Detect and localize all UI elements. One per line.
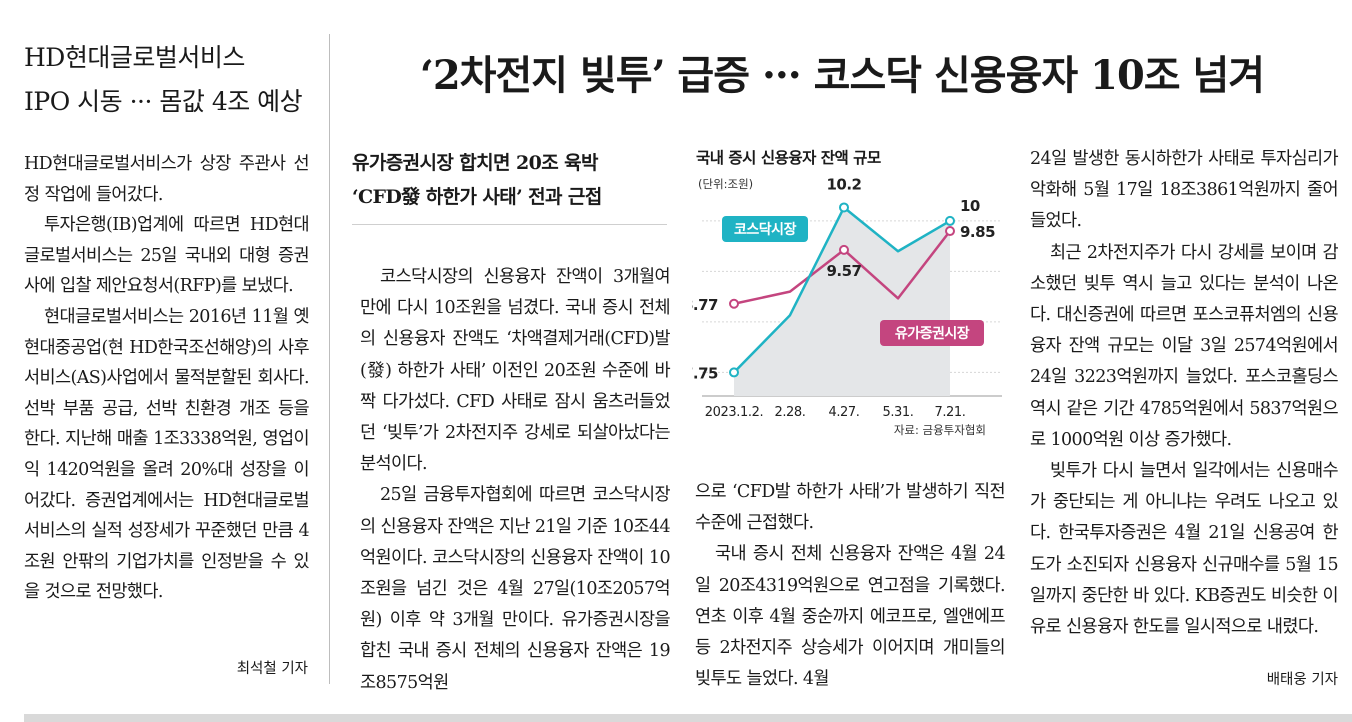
data-point-kospi-0 bbox=[729, 298, 739, 309]
subheadline-line-2: ‘CFD發 하한가 사태’ 전과 근접 bbox=[352, 186, 602, 208]
chart-unit: (단위:조원) bbox=[698, 177, 754, 191]
sidebar-headline-line-1: HD현대글로벌서비스 bbox=[24, 43, 245, 72]
x-tick-label-4: 7.21. bbox=[934, 405, 965, 420]
point-label-kosdaq-2: 10.2 bbox=[826, 175, 861, 193]
page-bottom-band bbox=[24, 714, 1352, 722]
article-column-1: 코스닥시장의 신용융자 잔액이 3개월여 만에 다시 10조원을 넘겼다. 국내… bbox=[360, 262, 671, 699]
sidebar-byline: 최석철 기자 bbox=[236, 661, 308, 677]
article-column-2: 으로 ‘CFD발 하한가 사태’가 발생하기 직전 수준에 근접했다. 국내 증… bbox=[695, 477, 1006, 695]
series-badge-kospi bbox=[880, 320, 984, 346]
subheadline-line-1: 유가증권시장 합치면 20조 육박 bbox=[352, 152, 598, 174]
x-tick-label-3: 5.31. bbox=[882, 405, 913, 420]
article-byline: 배태웅 기자 bbox=[1266, 672, 1338, 688]
sidebar-paragraph-2: 투자은행(IB)업계에 따르면 HD현대글로벌서비스는 25일 국내외 대형 증… bbox=[24, 215, 310, 297]
data-point-kosdaq-2 bbox=[839, 202, 849, 213]
chart-title: 국내 증시 신용융자 잔액 규모 bbox=[696, 149, 881, 167]
x-tick-label-2: 4.27. bbox=[828, 405, 859, 420]
x-tick-label-0: 2023.1.2. bbox=[705, 405, 763, 420]
credit-loan-chart: 국내 증시 신용융자 잔액 규모 (단위:조원) 7.75 10.2 10 8.77 9… bbox=[692, 144, 1010, 449]
series-badge-label-kosdaq: 코스닥시장 bbox=[734, 221, 797, 238]
article-paragraph-1: 코스닥시장의 신용융자 잔액이 3개월여 만에 다시 10조원을 넘겼다. 국내… bbox=[360, 267, 671, 475]
data-point-kospi-4 bbox=[945, 226, 955, 237]
sidebar-article-body: HD현대글로벌서비스가 상장 주관사 선정 작업에 들어갔다. 투자은행(IB)… bbox=[24, 149, 310, 608]
article-paragraph-4: 국내 증시 전체 신용융자 잔액은 4월 24일 20조4319억원으로 연고점… bbox=[695, 544, 1006, 690]
subheadline: 유가증권시장 합치면 20조 육박 ‘CFD發 하한가 사태’ 전과 근접 bbox=[352, 146, 672, 225]
point-label-kospi-2: 9.57 bbox=[826, 262, 861, 280]
article-byline-wrap: 배태웅 기자 bbox=[1030, 659, 1338, 689]
data-point-kospi-2 bbox=[839, 244, 849, 255]
point-label-kosdaq-0: 7.75 bbox=[692, 364, 718, 382]
series-badge-label-kospi: 유가증권시장 bbox=[895, 325, 970, 342]
series-badge-kosdaq bbox=[722, 216, 808, 242]
article-paragraph-7: 빚투가 다시 늘면서 일각에서는 신용매수가 중단되는 게 아니냐는 우려도 나… bbox=[1030, 461, 1339, 638]
article-paragraph-2: 25일 금융투자협회에 따르면 코스닥시장의 신용융자 잔액은 지난 21일 기… bbox=[360, 485, 671, 693]
chart-source: 자료: 금융투자협회 bbox=[893, 423, 986, 437]
kosdaq-area-fill bbox=[734, 207, 950, 396]
article-column-3: 24일 발생한 동시하한가 사태로 투자심리가 악화해 5월 17일 18조38… bbox=[1030, 144, 1339, 643]
point-label-kospi-0: 8.77 bbox=[692, 296, 718, 314]
sidebar-headline-line-2: IPO 시동 ··· 몸값 4조 예상 bbox=[24, 87, 303, 116]
sidebar-headline[interactable]: HD현대글로벌서비스 IPO 시동 ··· 몸값 4조 예상 bbox=[24, 36, 314, 124]
main-headline[interactable]: ‘2차전지 빚투’ 급증 ··· 코스닥 신용융자 10조 넘겨 bbox=[419, 52, 1265, 99]
sidebar-paragraph-3: 현대글로벌서비스는 2016년 11월 옛 현대중공업(현 HD한국조선해양)의… bbox=[24, 306, 310, 603]
article-paragraph-3: 으로 ‘CFD발 하한가 사태’가 발생하기 직전 수준에 근접했다. bbox=[695, 482, 1006, 534]
point-label-kosdaq-4: 10 bbox=[960, 197, 980, 215]
article-paragraph-6: 최근 2차전지주가 다시 강세를 보이며 감소했던 빚투 역시 늘고 있다는 분… bbox=[1030, 242, 1339, 450]
data-point-kosdaq-0 bbox=[729, 367, 739, 378]
point-label-kospi-4: 9.85 bbox=[960, 223, 995, 241]
sidebar-paragraph-1: HD현대글로벌서비스가 상장 주관사 선정 작업에 들어갔다. bbox=[24, 154, 310, 205]
article-paragraph-5: 24일 발생한 동시하한가 사태로 투자심리가 악화해 5월 17일 18조38… bbox=[1030, 149, 1339, 232]
data-point-kosdaq-4 bbox=[945, 215, 955, 226]
x-tick-label-1: 2.28. bbox=[774, 405, 805, 420]
column-divider bbox=[329, 34, 330, 684]
subheadline-rule bbox=[352, 224, 667, 225]
